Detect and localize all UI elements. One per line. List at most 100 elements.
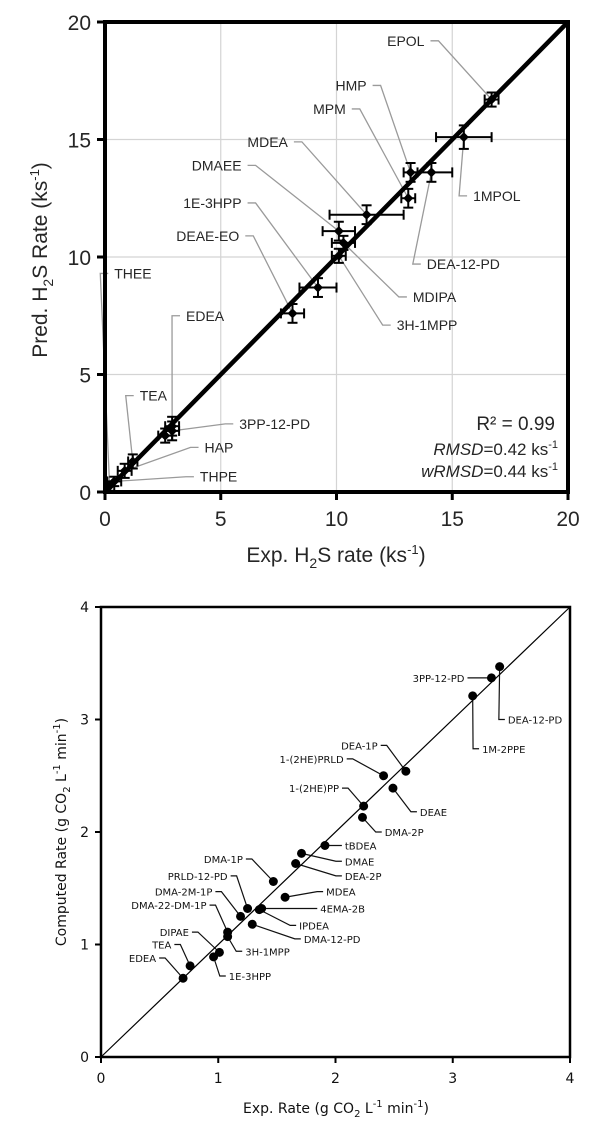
circle-marker-icon bbox=[223, 932, 233, 942]
point-label: tBDEA bbox=[345, 842, 377, 853]
leader-line bbox=[125, 394, 134, 462]
y-tick-label: 4 bbox=[80, 600, 89, 616]
leader-line bbox=[245, 235, 294, 314]
x-tick-label: 5 bbox=[215, 508, 227, 531]
leader-lines bbox=[159, 666, 505, 979]
circle-marker-icon bbox=[236, 911, 246, 921]
point-label: THEE bbox=[114, 265, 151, 281]
y-axis-title: Pred. H2S Rate (ks-1) bbox=[27, 162, 56, 358]
y-tick-label: 2 bbox=[80, 825, 89, 841]
leader-lines bbox=[99, 40, 493, 487]
top-parity-chart: 0 5 10 15 20 0 5 10 15 20 EPOL HMP MPM MDEA DMAEE 1E-3… bbox=[27, 12, 580, 571]
leader-line bbox=[252, 923, 301, 940]
point-labels: DEA-12-PD 3PP-12-PD 1M-2PPE DEA-1P 1-(2HE)PR… bbox=[129, 674, 563, 983]
x-tick-label: 20 bbox=[556, 508, 579, 531]
point-label: 3PP-12-PD bbox=[239, 416, 310, 432]
circle-marker-icon bbox=[401, 766, 411, 776]
point-label: TEA bbox=[140, 388, 168, 404]
parity-line bbox=[100, 606, 571, 1058]
x-tick-label: 1 bbox=[214, 1071, 223, 1087]
point-label: DEA-2P bbox=[345, 872, 382, 883]
data-point bbox=[435, 124, 493, 150]
point-label: DMA-12-PD bbox=[304, 935, 361, 946]
point-label: HMP bbox=[335, 77, 366, 93]
leader-line bbox=[392, 787, 417, 813]
data-point bbox=[400, 187, 417, 209]
x-axis-title: Exp. Rate (g CO2 L-1 min-1) bbox=[243, 1099, 429, 1120]
wrmsd-text: wRMSD=0.44 ks-1 bbox=[421, 461, 558, 481]
leader-line bbox=[259, 909, 297, 926]
data-point bbox=[321, 220, 357, 242]
leader-line bbox=[351, 108, 409, 199]
y-tick-label: 20 bbox=[68, 12, 91, 35]
point-label: MDEA bbox=[326, 888, 356, 899]
leader-line bbox=[215, 891, 242, 917]
leader-line bbox=[124, 446, 199, 472]
leader-line bbox=[295, 862, 342, 877]
point-label: DEAE-EO bbox=[176, 228, 239, 244]
point-label: 1MPOL bbox=[473, 188, 521, 204]
leader-line bbox=[372, 84, 412, 173]
circle-marker-icon bbox=[291, 859, 301, 868]
circle-marker-icon bbox=[495, 662, 505, 672]
x-tick-label: 10 bbox=[325, 508, 348, 531]
leader-line bbox=[114, 476, 194, 483]
leader-line bbox=[227, 936, 243, 952]
point-label: 3PP-12-PD bbox=[413, 674, 465, 685]
leader-line bbox=[172, 423, 234, 432]
y-tick-label: 0 bbox=[79, 482, 91, 505]
leader-line bbox=[342, 787, 365, 807]
diamond-marker-icon bbox=[312, 282, 323, 293]
circle-marker-icon bbox=[388, 783, 398, 793]
circle-marker-icon bbox=[357, 812, 367, 822]
leader-line bbox=[411, 172, 433, 265]
leader-line bbox=[430, 40, 493, 100]
point-label: DMAE bbox=[345, 857, 375, 868]
point-label: DEA-12-PD bbox=[427, 256, 500, 272]
point-label: MDIPA bbox=[413, 289, 457, 305]
leader-line bbox=[362, 816, 382, 833]
parity-line bbox=[103, 20, 570, 494]
rmsd-text: RMSD=0.42 ks-1 bbox=[433, 439, 558, 459]
data-points bbox=[178, 662, 505, 983]
y-tick-label: 3 bbox=[80, 713, 89, 729]
leader-line bbox=[212, 956, 226, 977]
leader-line bbox=[230, 875, 249, 909]
diamond-marker-icon bbox=[458, 132, 469, 143]
x-axis-title: Exp. H2S rate (ks-1) bbox=[246, 542, 425, 571]
point-label: 1-(2HE)PRLD bbox=[279, 755, 344, 766]
x-tick-label: 4 bbox=[566, 1071, 575, 1087]
circle-marker-icon bbox=[268, 877, 278, 886]
x-tick-label: 0 bbox=[99, 508, 111, 531]
circle-marker-icon bbox=[379, 771, 389, 781]
leader-line bbox=[209, 904, 229, 933]
x-tick-label: 2 bbox=[331, 1071, 340, 1087]
diamond-marker-icon bbox=[333, 226, 344, 237]
leader-line bbox=[159, 957, 184, 979]
point-label: EPOL bbox=[387, 33, 425, 49]
y-tick-label: 1 bbox=[80, 938, 89, 954]
point-label: DMA-1P bbox=[204, 855, 243, 866]
point-label: TEA bbox=[151, 941, 171, 952]
diamond-marker-icon bbox=[287, 308, 298, 319]
leader-line bbox=[174, 943, 191, 967]
leader-line bbox=[247, 164, 340, 232]
axis-ticks: 0 1 2 3 4 0 1 2 3 4 bbox=[80, 600, 574, 1087]
point-label: MPM bbox=[313, 101, 346, 117]
point-label: 3H-1MPP bbox=[245, 947, 290, 958]
point-label: 1E-3HPP bbox=[183, 195, 241, 211]
circle-marker-icon bbox=[280, 892, 290, 902]
leader-line bbox=[171, 315, 181, 427]
data-point bbox=[328, 204, 405, 226]
leader-line bbox=[380, 744, 407, 772]
point-label: DEA-12-PD bbox=[508, 716, 563, 727]
circle-marker-icon bbox=[209, 952, 219, 962]
point-label: MDEA bbox=[247, 134, 288, 150]
point-label: DEAE bbox=[420, 808, 447, 819]
circle-marker-icon bbox=[243, 904, 253, 913]
point-label: 4EMA-2B bbox=[320, 905, 365, 916]
circle-marker-icon bbox=[468, 691, 478, 701]
circle-marker-icon bbox=[254, 905, 264, 915]
x-tick-label: 3 bbox=[448, 1071, 457, 1087]
point-label: 1E-3HPP bbox=[229, 972, 271, 983]
